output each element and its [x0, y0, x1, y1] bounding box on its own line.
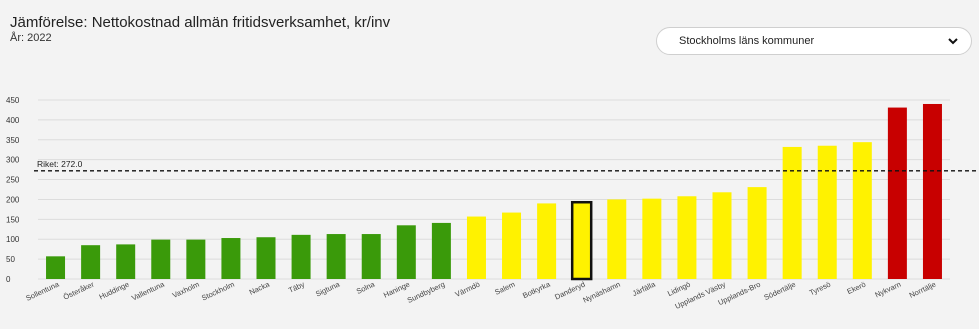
bar: [361, 234, 381, 279]
bar: [221, 238, 241, 279]
reference-line-label: Riket: 272.0: [37, 159, 83, 169]
x-tick-label: Värmdö: [454, 280, 482, 299]
y-tick-label: 250: [6, 176, 20, 185]
bar: [431, 222, 451, 279]
bar: [466, 216, 486, 279]
x-tick-label: Nykvarn: [873, 280, 902, 300]
y-tick-label: 150: [6, 215, 20, 224]
bar: [46, 256, 66, 279]
y-tick-label: 50: [6, 255, 15, 264]
bar: [887, 107, 907, 280]
x-tick-label: Nynäshamn: [582, 280, 622, 305]
x-tick-label: Sundbyberg: [406, 280, 446, 305]
x-tick-label: Vaxholm: [171, 280, 201, 300]
x-tick-label: Botkyrka: [521, 279, 552, 300]
x-tick-label: Ekerö: [846, 280, 868, 296]
bar: [817, 145, 837, 279]
y-tick-label: 350: [6, 136, 20, 145]
x-tick-label: Salem: [493, 280, 516, 297]
x-tick-label: Huddinge: [98, 280, 131, 302]
bar: [642, 198, 662, 279]
bar: [782, 146, 802, 279]
bar: [116, 244, 136, 279]
bar: [396, 225, 416, 279]
bar: [81, 245, 101, 279]
bar: [922, 103, 942, 279]
bar-highlighted: [570, 200, 593, 281]
y-tick-label: 100: [6, 235, 20, 244]
x-tick-label: Vallentuna: [130, 279, 166, 302]
bar: [256, 237, 276, 279]
bar: [326, 234, 346, 279]
y-tick-label: 200: [6, 195, 20, 204]
x-tick-label: Solna: [355, 279, 377, 296]
bar: [537, 203, 557, 279]
y-tick-label: 300: [6, 156, 20, 165]
bar: [712, 192, 732, 279]
bar: [607, 199, 627, 279]
bar: [502, 212, 522, 279]
region-dropdown[interactable]: Stockholms läns kommuner: [656, 27, 972, 55]
x-tick-label: Tyresö: [808, 280, 832, 298]
x-tick-label: Södertälje: [763, 280, 797, 302]
y-tick-label: 0: [6, 275, 11, 284]
y-tick-label: 450: [6, 96, 20, 105]
x-tick-label: Järfälla: [631, 279, 657, 298]
x-tick-label: Österåker: [62, 279, 96, 301]
x-tick-label: Norrtälje: [908, 280, 937, 300]
bar: [151, 239, 171, 279]
bar: [291, 234, 311, 279]
region-dropdown-value: Stockholms läns kommuner: [679, 35, 815, 47]
bar: [677, 196, 697, 279]
bar: [852, 142, 872, 279]
x-tick-label: Stockholm: [200, 280, 236, 303]
bar: [747, 187, 767, 279]
bar: [186, 239, 206, 279]
x-tick-label: Nacka: [248, 279, 272, 296]
x-tick-label: Sigtuna: [314, 279, 342, 298]
chevron-down-icon: [947, 35, 959, 47]
chart-title: Jämförelse: Nettokostnad allmän fritidsv…: [10, 14, 391, 31]
x-tick-label: Sollentuna: [24, 279, 61, 302]
x-tick-label: Täby: [287, 280, 306, 295]
chart-subtitle: År: 2022: [10, 32, 52, 44]
y-tick-label: 400: [6, 116, 20, 125]
